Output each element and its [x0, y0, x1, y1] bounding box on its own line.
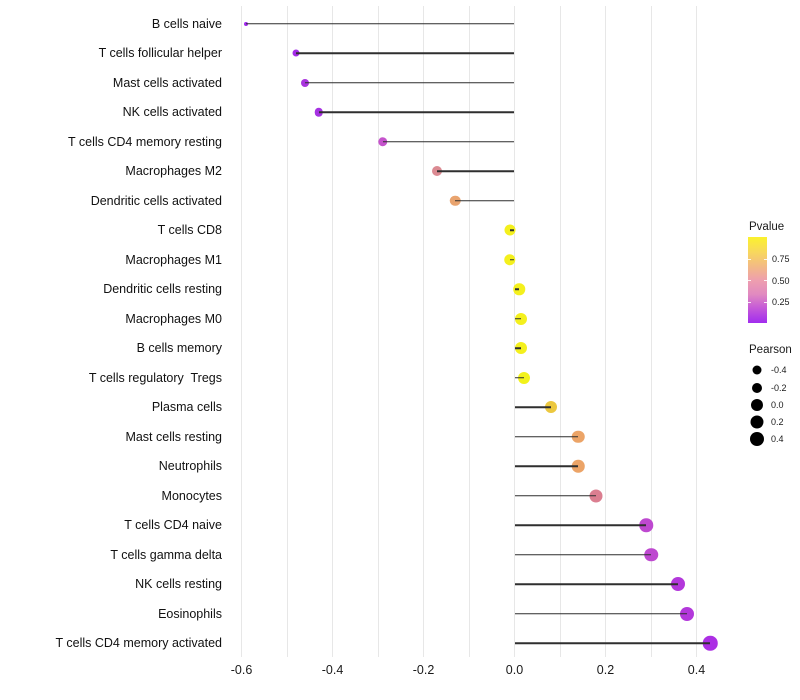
x-tick-label: 0.4 — [687, 663, 706, 677]
pvalue-tick-label: 0.75 — [772, 254, 790, 264]
row-label: Eosinophils — [158, 606, 222, 621]
row-label: NK cells activated — [122, 105, 222, 119]
lollipop-stem — [514, 317, 522, 320]
lollipop-dot — [517, 371, 530, 384]
lollipop-dot — [639, 518, 654, 532]
lollipop-stem — [514, 288, 520, 290]
lollipop-stem — [514, 583, 679, 585]
pearson-size-dot — [750, 415, 764, 428]
lollipop-dot — [644, 547, 658, 562]
gridline — [332, 6, 333, 657]
pearson-size-label: -0.2 — [771, 382, 787, 393]
row-label: Monocytes — [161, 488, 222, 503]
lollipop-dot — [513, 283, 525, 295]
lollipop-stem — [514, 406, 551, 408]
lollipop-stem — [514, 524, 647, 526]
lollipop-stem — [514, 494, 597, 497]
pearson-size-dot — [751, 398, 763, 411]
lollipop-stem — [514, 347, 522, 349]
pearson-size-dot — [752, 382, 762, 393]
lollipop-dot — [702, 635, 718, 651]
lollipop-stem — [305, 81, 515, 84]
lollipop-dot — [515, 342, 528, 354]
row-label: Macrophages M1 — [125, 252, 222, 267]
lollipop-stem — [514, 642, 711, 644]
lollipop-dot — [671, 577, 686, 591]
pvalue-tick-label: 0.25 — [772, 297, 790, 307]
gridline — [650, 6, 652, 657]
row-label: Neutrophils — [158, 459, 222, 473]
lollipop-dot — [515, 312, 528, 325]
lollipop-stem — [514, 553, 651, 556]
lollipop-dot — [589, 489, 603, 502]
row-label: T cells CD4 naive — [124, 518, 222, 532]
row-label: T cells CD4 memory activated — [55, 636, 223, 650]
lollipop-dot — [571, 459, 585, 473]
row-label: Plasma cells — [151, 400, 222, 414]
pvalue-legend-title: Pvalue — [749, 221, 785, 233]
gridline — [559, 6, 561, 657]
pvalue-tick-mark — [764, 301, 767, 303]
row-label: T cells gamma delta — [110, 547, 222, 562]
lollipop-dot — [680, 606, 695, 621]
gridline — [514, 6, 515, 657]
pvalue-tick-mark — [748, 280, 751, 281]
row-label: NK cells resting — [135, 577, 222, 591]
pearson-size-label: 0.2 — [771, 416, 784, 427]
gridline — [377, 6, 379, 657]
lollipop-dot — [544, 401, 557, 413]
gridline — [286, 6, 288, 657]
row-label: B cells memory — [136, 341, 222, 355]
gridline — [241, 6, 242, 657]
row-label: Macrophages M0 — [125, 311, 222, 326]
row-label: T cells follicular helper — [98, 46, 222, 60]
x-tick-label: 0.0 — [505, 663, 524, 677]
row-label: Macrophages M2 — [125, 164, 222, 178]
lollipop-stem — [382, 140, 515, 143]
row-label: T cells CD8 — [157, 223, 222, 237]
gridline — [696, 6, 697, 657]
pearson-size-dot — [752, 365, 762, 374]
lollipop-stem — [509, 258, 515, 261]
lollipop-stem — [455, 199, 515, 202]
lollipop-stem — [318, 111, 515, 113]
lollipop-stem — [514, 435, 579, 438]
lollipop-stem — [296, 52, 515, 54]
row-label: Mast cells activated — [112, 75, 222, 90]
row-label: T cells CD4 memory resting — [68, 134, 222, 149]
pvalue-colorbar — [748, 237, 767, 323]
pearson-size-label: 0.4 — [771, 433, 784, 444]
lollipop-stem — [514, 465, 579, 467]
pearson-size-label: -0.4 — [771, 364, 787, 375]
lollipop-dot — [571, 430, 585, 443]
row-label: B cells naive — [151, 16, 222, 31]
lollipop-stem — [509, 229, 515, 231]
x-tick-label: -0.2 — [412, 663, 435, 677]
pvalue-tick-mark — [764, 258, 767, 260]
gridline — [423, 6, 424, 657]
lollipop-stem — [437, 170, 515, 172]
gridline — [605, 6, 606, 657]
row-label: Dendritic cells activated — [90, 193, 222, 208]
lollipop-stem — [514, 612, 688, 615]
pvalue-tick-mark — [748, 301, 751, 303]
x-tick-label: -0.4 — [321, 663, 344, 677]
pearson-legend-title: Pearson — [749, 344, 792, 356]
pvalue-tick-mark — [748, 258, 751, 260]
lollipop-stem — [246, 22, 515, 25]
pearson-size-label: 0.0 — [771, 399, 784, 410]
pvalue-tick-mark — [764, 280, 767, 281]
x-tick-label: 0.2 — [596, 663, 615, 677]
gridline — [468, 6, 470, 657]
pearson-size-dot — [750, 431, 764, 446]
row-label: Dendritic cells resting — [103, 282, 222, 296]
lollipop-stem — [514, 376, 524, 379]
row-label: T cells regulatory Tregs — [88, 370, 222, 385]
x-tick-label: -0.6 — [230, 663, 253, 677]
pvalue-tick-label: 0.50 — [772, 275, 790, 286]
row-label: Mast cells resting — [125, 429, 222, 444]
